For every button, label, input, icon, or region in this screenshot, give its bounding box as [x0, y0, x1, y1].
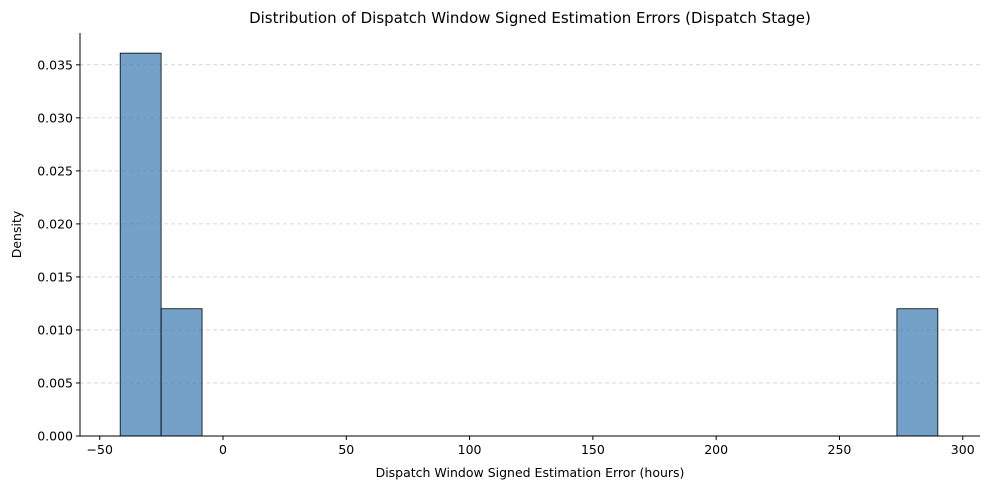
axes	[79, 33, 980, 437]
grid-lines	[80, 64, 980, 437]
y-tick-label-2: 0.010	[37, 322, 73, 337]
y-tick-label-4: 0.020	[37, 216, 73, 231]
x-tick-label-7: 300	[951, 442, 975, 457]
y-tick-label-0: 0.000	[37, 429, 73, 444]
x-tick-label-6: 250	[828, 442, 852, 457]
y-axis-label: Density	[9, 210, 24, 258]
histogram-bars	[119, 52, 939, 437]
y-tick-label-5: 0.025	[37, 163, 73, 178]
x-axis-ticks: −50 0 50 100 150 200 250 300	[87, 436, 975, 457]
y-tick-label-7: 0.035	[37, 57, 73, 72]
x-tick-label-4: 150	[581, 442, 605, 457]
y-tick-label-3: 0.015	[37, 269, 73, 284]
histogram-bar-2	[896, 308, 939, 437]
histogram-bar-1	[160, 308, 203, 437]
y-axis-ticks: 0.000 0.005 0.010 0.015 0.020 0.025 0.030 0.035	[37, 57, 80, 444]
x-axis-label: Dispatch Window Signed Estimation Error …	[376, 465, 685, 480]
x-tick-label-1: 0	[219, 442, 227, 457]
y-tick-label-1: 0.005	[37, 375, 73, 390]
chart-title: Distribution of Dispatch Window Signed E…	[249, 9, 811, 27]
x-tick-label-0: −50	[87, 442, 113, 457]
x-tick-label-3: 100	[458, 442, 482, 457]
histogram-bar-0	[119, 52, 162, 437]
x-tick-label-5: 200	[704, 442, 728, 457]
x-tick-label-2: 50	[338, 442, 354, 457]
y-tick-label-6: 0.030	[37, 110, 73, 125]
